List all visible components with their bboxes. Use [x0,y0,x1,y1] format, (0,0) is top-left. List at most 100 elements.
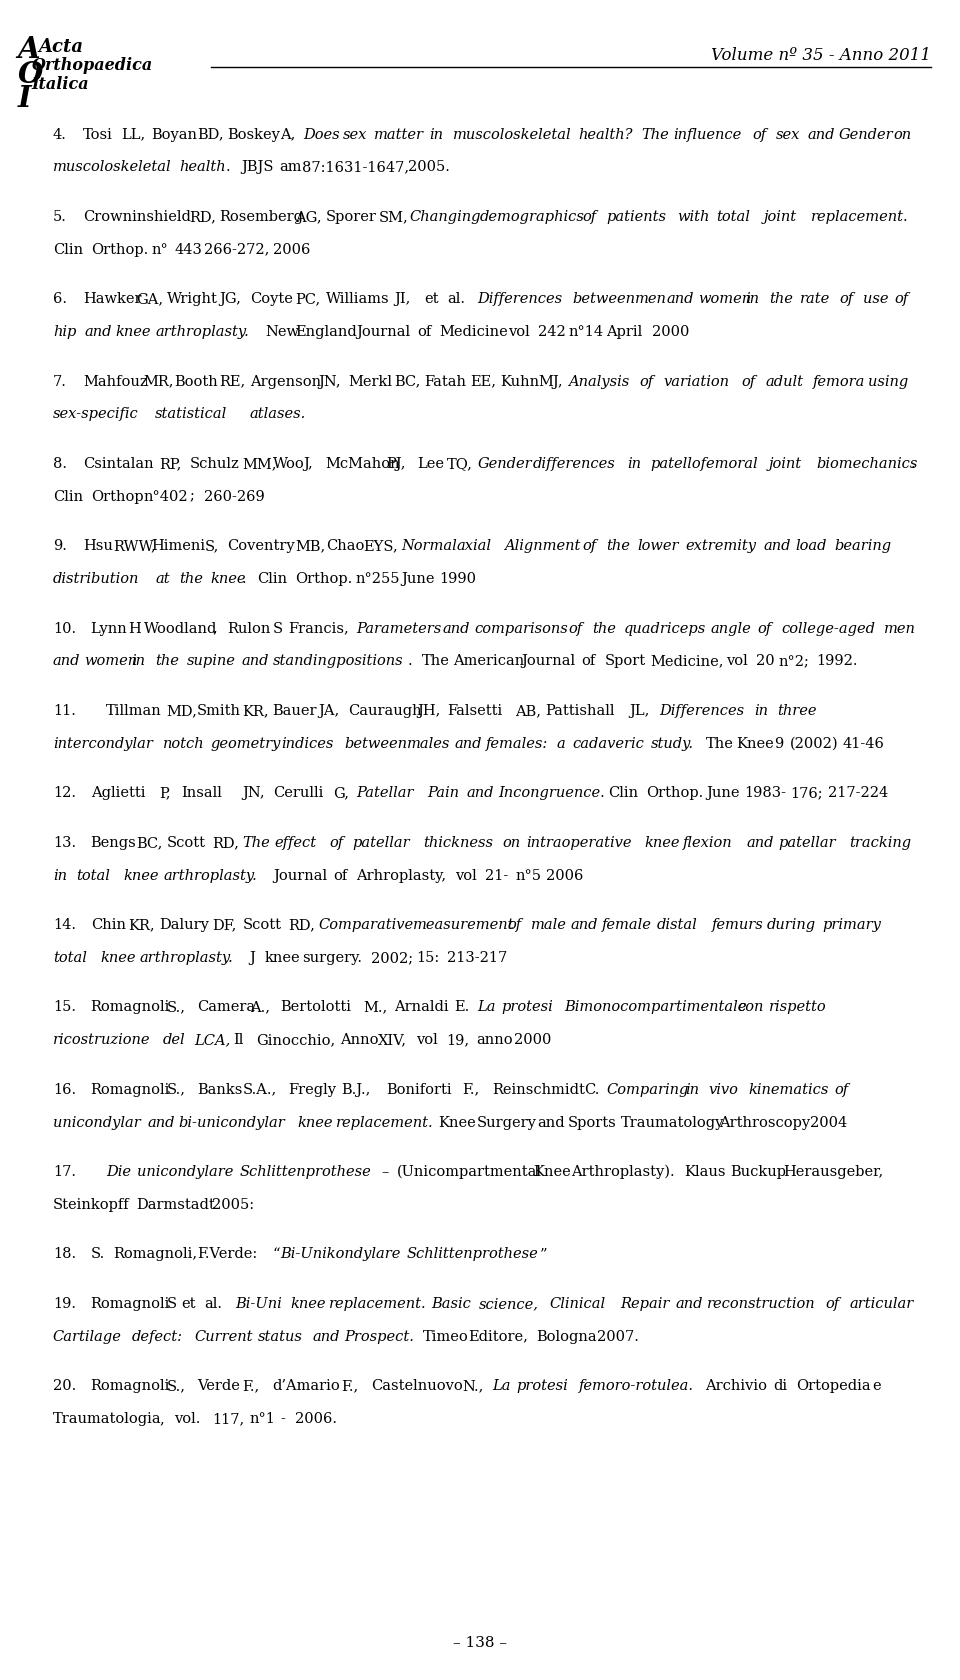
Text: of: of [742,375,756,388]
Text: Rosemberg: Rosemberg [220,210,303,223]
Text: Schlittenprothese: Schlittenprothese [406,1247,538,1262]
Text: Schulz: Schulz [189,457,239,470]
Text: bi-unicondylar: bi-unicondylar [179,1116,285,1129]
Text: Knee: Knee [736,736,774,751]
Text: in: in [685,1082,699,1097]
Text: Incongruence.: Incongruence. [498,786,605,800]
Text: 12.: 12. [53,786,76,800]
Text: Sport: Sport [605,654,645,669]
Text: n°: n° [152,242,168,257]
Text: .: . [226,160,230,175]
Text: PC,: PC, [296,292,321,306]
Text: The: The [641,128,669,141]
Text: LCA,: LCA, [195,1033,230,1047]
Text: Castelnuovo: Castelnuovo [372,1379,463,1393]
Text: 20: 20 [756,654,775,669]
Text: Knee: Knee [439,1116,476,1129]
Text: JN,: JN, [318,375,341,388]
Text: Orthop: Orthop [90,489,143,504]
Text: Buckup: Buckup [730,1164,786,1179]
Text: thickness: thickness [423,835,493,850]
Text: AB,: AB, [516,704,541,717]
Text: Romagnoli: Romagnoli [90,1000,170,1015]
Text: 19,: 19, [446,1033,469,1047]
Text: 15:: 15: [417,951,440,964]
Text: the: the [769,292,793,306]
Text: .: . [407,654,412,669]
Text: April: April [607,324,642,339]
Text: 260-269: 260-269 [204,489,265,504]
Text: Orthop.: Orthop. [90,242,148,257]
Text: of: of [583,210,596,223]
Text: influence: influence [673,128,741,141]
Text: Scott: Scott [166,835,205,850]
Text: reconstruction: reconstruction [708,1297,816,1310]
Text: June: June [707,786,740,800]
Text: MD,: MD, [166,704,198,717]
Text: Hsu: Hsu [84,539,113,553]
Text: S: S [273,622,283,635]
Text: the: the [592,622,616,635]
Text: 2006: 2006 [273,242,310,257]
Text: of: of [835,1082,849,1097]
Text: a: a [557,736,565,751]
Text: England: England [296,324,357,339]
Text: Anno: Anno [340,1033,378,1047]
Text: 2005:: 2005: [212,1198,254,1211]
Text: Wright: Wright [166,292,217,306]
Text: S.A.,: S.A., [242,1082,276,1097]
Text: Orthop.: Orthop. [295,571,352,586]
Text: and: and [242,654,270,669]
Text: and: and [570,917,598,932]
Text: Timeo: Timeo [422,1329,468,1344]
Text: 1983-: 1983- [744,786,786,800]
Text: college-aged: college-aged [781,622,876,635]
Text: total: total [77,869,110,882]
Text: science,: science, [479,1297,539,1310]
Text: Gender: Gender [838,128,893,141]
Text: Knee: Knee [533,1164,570,1179]
Text: and: and [537,1116,564,1129]
Text: statistical: statistical [156,407,228,422]
Text: Arthroscopy: Arthroscopy [719,1116,810,1129]
Text: S: S [166,1297,177,1310]
Text: 117,: 117, [212,1411,244,1426]
Text: Normal: Normal [401,539,457,553]
Text: the: the [607,539,631,553]
Text: American: American [453,654,524,669]
Text: patients: patients [606,210,666,223]
Text: 9: 9 [775,736,783,751]
Text: Prospect.: Prospect. [345,1329,414,1344]
Text: women: women [84,654,137,669]
Text: et: et [424,292,439,306]
Text: vol.: vol. [174,1411,201,1426]
Text: Bi-Unikondylare: Bi-Unikondylare [280,1247,400,1262]
Text: JG,: JG, [220,292,242,306]
Text: Kuhn: Kuhn [500,375,540,388]
Text: BD,: BD, [197,128,224,141]
Text: Hawker: Hawker [84,292,142,306]
Text: Insall: Insall [181,786,223,800]
Text: MJ,: MJ, [539,375,563,388]
Text: Klaus: Klaus [684,1164,726,1179]
Text: – 138 –: – 138 – [453,1636,507,1650]
Text: J,: J, [303,457,313,470]
Text: Il: Il [233,1033,244,1047]
Text: Merkl: Merkl [348,375,393,388]
Text: vivo: vivo [708,1082,738,1097]
Text: 17.: 17. [53,1164,76,1179]
Text: EE,: EE, [469,375,496,388]
Text: notch: notch [163,736,204,751]
Text: use: use [863,292,889,306]
Text: 1990: 1990 [439,571,476,586]
Text: knee: knee [290,1297,325,1310]
Text: AG,: AG, [296,210,323,223]
Text: Lee: Lee [417,457,444,470]
Text: A: A [17,35,40,64]
Text: knee: knee [100,951,135,964]
Text: Clinical: Clinical [550,1297,606,1310]
Text: Clin: Clin [53,242,83,257]
Text: Editore,: Editore, [468,1329,528,1344]
Text: lower: lower [637,539,680,553]
Text: RWW,: RWW, [113,539,156,553]
